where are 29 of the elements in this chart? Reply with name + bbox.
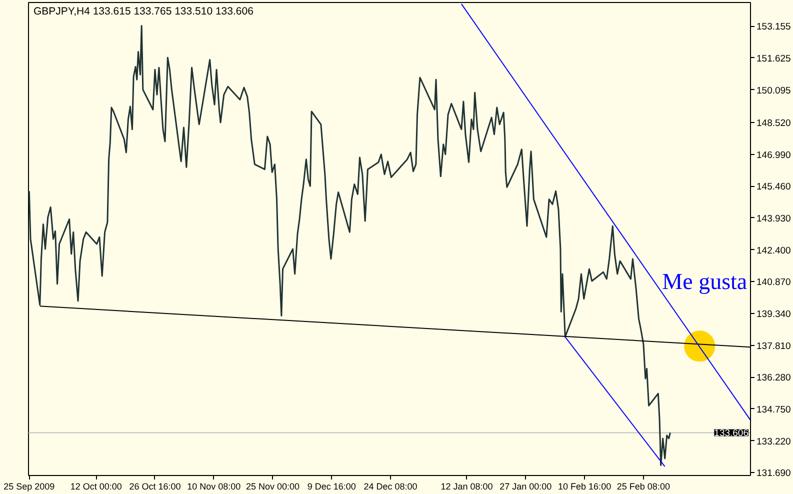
x-tick-label: 25 Feb 08:00 bbox=[616, 482, 670, 492]
x-tick-label: 12 Jan 08:00 bbox=[440, 482, 493, 492]
ref-line-label: 133.606 bbox=[714, 428, 749, 440]
x-tick-label: 26 Oct 16:00 bbox=[129, 482, 181, 492]
y-tick-label: 145.460 bbox=[756, 182, 791, 193]
x-tick-label: 27 Jan 00:00 bbox=[500, 482, 552, 492]
x-tick-label: 9 Dec 16:00 bbox=[307, 482, 356, 492]
x-tick-label: 10 Nov 08:00 bbox=[187, 482, 241, 492]
x-tick-label: 25 Sep 2009 bbox=[4, 482, 55, 492]
y-tick-label: 131.690 bbox=[756, 468, 791, 480]
x-tick-label: 25 Nov 00:00 bbox=[246, 482, 300, 492]
y-tick-label: 134.750 bbox=[756, 404, 791, 416]
x-tick-label: 24 Dec 08:00 bbox=[364, 482, 418, 492]
y-tick-label: 153.155 bbox=[756, 22, 791, 33]
y-tick-label: 136.280 bbox=[756, 372, 791, 384]
y-tick-label: 143.930 bbox=[756, 213, 791, 224]
x-tick-label: 10 Feb 16:00 bbox=[558, 482, 612, 492]
y-tick-label: 133.220 bbox=[756, 436, 791, 448]
y-tick-label: 150.095 bbox=[756, 85, 791, 96]
y-tick-label: 142.400 bbox=[756, 245, 791, 256]
y-tick-label: 137.810 bbox=[756, 340, 791, 352]
y-tick-label: 151.625 bbox=[756, 53, 791, 64]
y-tick-label: 140.870 bbox=[756, 277, 791, 288]
chart-title: GBPJPY,H4 133.615 133.765 133.510 133.606 bbox=[34, 6, 254, 18]
annotation: Me gusta bbox=[662, 269, 748, 294]
y-tick-label: 148.520 bbox=[756, 118, 791, 130]
x-tick-label: 12 Oct 00:00 bbox=[70, 482, 122, 492]
y-tick-label: 139.340 bbox=[756, 308, 791, 320]
y-tick-label: 146.990 bbox=[756, 150, 791, 161]
